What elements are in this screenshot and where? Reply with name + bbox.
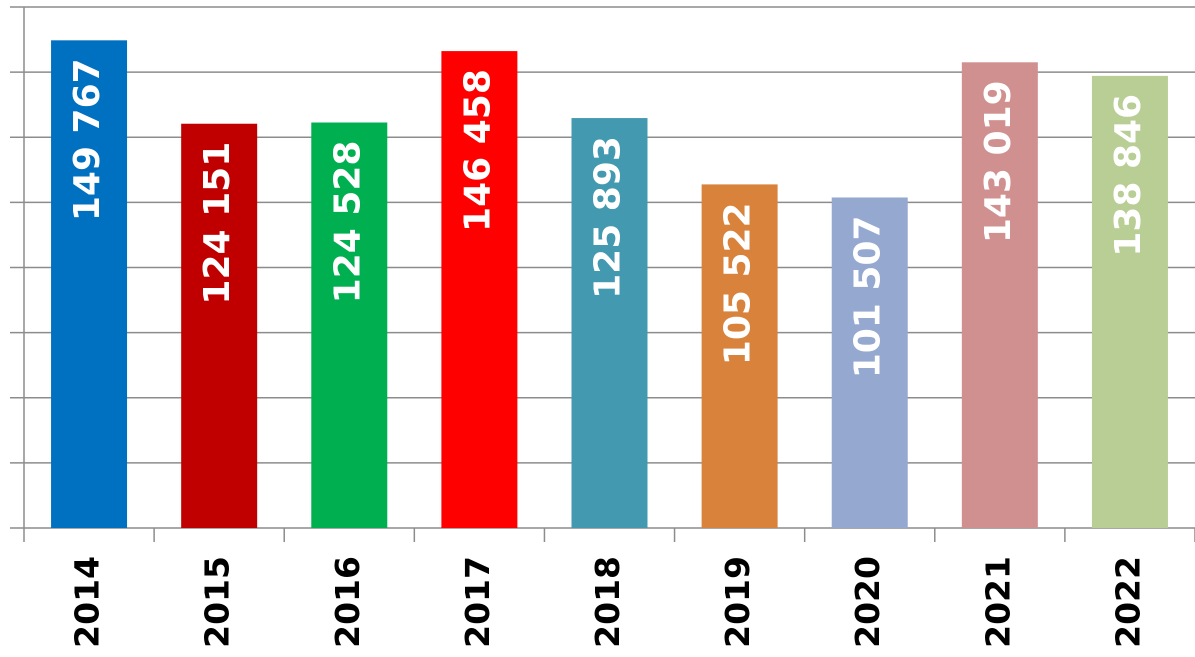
x-tick-label: 2017 [458, 556, 497, 648]
value-label: 149 767 [67, 58, 108, 221]
value-label: 101 507 [848, 215, 889, 378]
bar [961, 62, 1038, 529]
value-label: 146 458 [457, 69, 498, 232]
x-tick-label: 2019 [718, 556, 757, 648]
x-tick-label: 2020 [848, 556, 887, 648]
value-label: 105 522 [718, 202, 759, 365]
value-label: 125 893 [588, 136, 629, 299]
x-tick-label: 2016 [328, 556, 367, 648]
bar [1091, 75, 1168, 528]
x-tick-label: 2021 [978, 556, 1017, 648]
x-tick-label: 2015 [198, 556, 237, 648]
x-tick-label: 2018 [588, 556, 627, 648]
bar [311, 122, 388, 528]
bar [831, 197, 908, 528]
value-label: 138 846 [1108, 94, 1149, 257]
value-label: 124 528 [327, 141, 368, 304]
bar [181, 123, 258, 528]
x-tick-label: 2022 [1108, 556, 1147, 648]
bar [441, 51, 518, 529]
bar [51, 40, 128, 529]
value-label: 143 019 [978, 80, 1019, 243]
x-tick-label: 2014 [68, 556, 107, 648]
value-label: 124 151 [197, 142, 238, 305]
bar [701, 184, 778, 528]
bar [571, 118, 648, 529]
